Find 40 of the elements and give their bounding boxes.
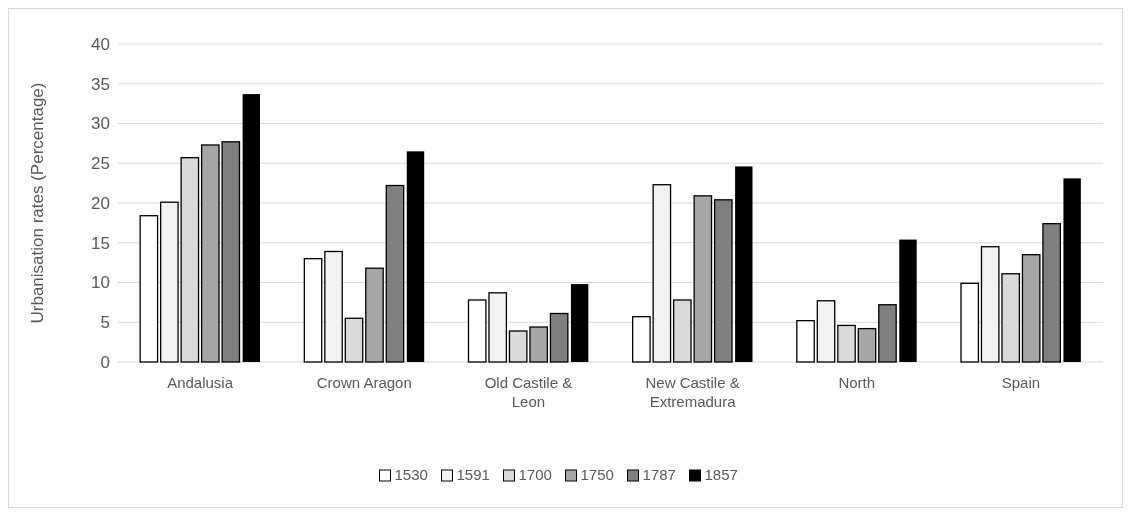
bar <box>549 312 569 363</box>
y-tick-label: 25 <box>91 154 110 174</box>
bar <box>385 184 405 363</box>
bar <box>816 300 836 363</box>
bar <box>857 327 877 363</box>
bar <box>570 284 589 362</box>
bar <box>242 94 260 362</box>
x-tick-label: New Castile & Extremadura <box>645 374 740 410</box>
bar <box>139 215 159 363</box>
y-tick-label: 15 <box>91 233 110 253</box>
bar <box>796 320 815 363</box>
x-tick-label: Old Castile & Leon <box>484 374 573 410</box>
bar <box>735 166 753 362</box>
x-tick-label: Crown Aragon <box>316 374 412 391</box>
x-tick-label: Spain <box>1001 374 1041 391</box>
x-tick-label: North <box>838 374 876 391</box>
legend-label: 1700 <box>518 466 552 483</box>
legend-label: 1787 <box>642 466 676 483</box>
bar <box>1063 178 1081 362</box>
x-tick-label: Andalusia <box>167 374 234 391</box>
bar <box>406 151 425 362</box>
legend-label: 1530 <box>394 466 428 483</box>
y-tick-label: 20 <box>91 193 110 213</box>
y-tick-label: 35 <box>91 74 110 94</box>
bar <box>365 267 384 363</box>
bar <box>878 304 897 363</box>
y-axis-title: Urbanisation rates (Percentage) <box>28 82 47 324</box>
y-tick-label: 0 <box>100 352 110 372</box>
bar <box>324 250 343 363</box>
legend-label: 1750 <box>580 466 614 483</box>
bar <box>303 258 323 363</box>
y-tick-label: 40 <box>91 34 110 54</box>
y-tick-label: 10 <box>91 273 110 293</box>
y-tick-label: 30 <box>91 114 110 134</box>
y-tick-label: 5 <box>100 313 110 333</box>
bar <box>960 282 980 363</box>
legend-label: 1591 <box>456 466 490 483</box>
bar <box>899 239 917 362</box>
legend-label: 1857 <box>704 466 738 483</box>
bar <box>713 199 733 363</box>
